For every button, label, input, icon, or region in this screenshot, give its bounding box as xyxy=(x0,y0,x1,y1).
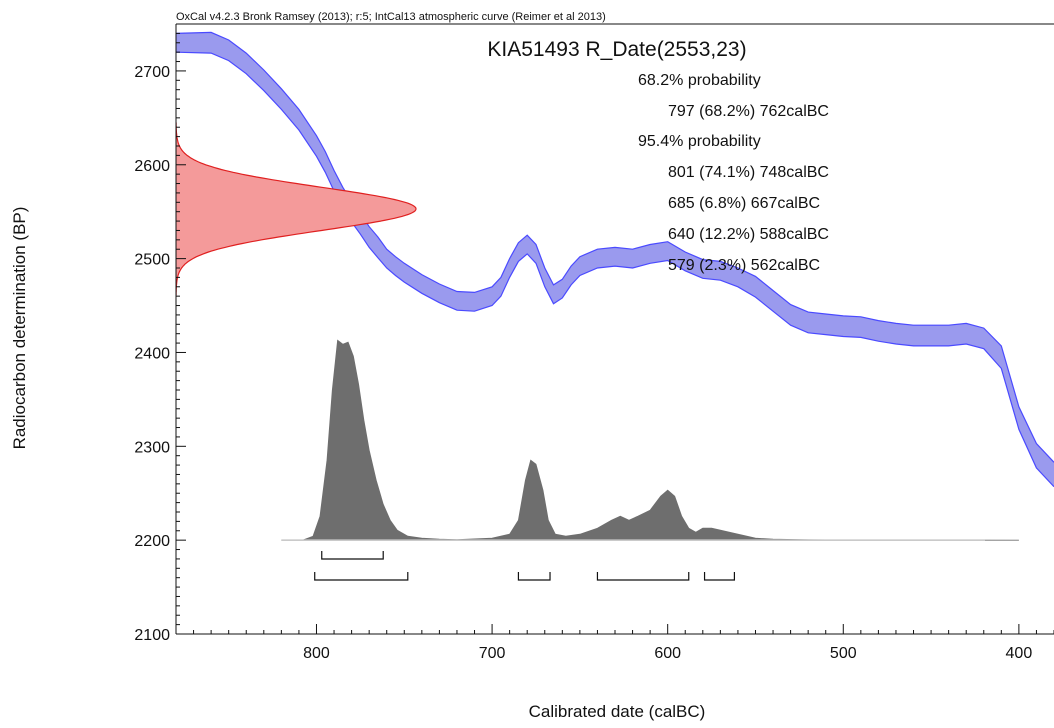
y-tick-label: 2700 xyxy=(134,64,170,81)
range-95-heading: 95.4% probability xyxy=(638,133,761,150)
range-95-item: 579 (2.3%) 562calBC xyxy=(668,257,820,274)
y-tick-label: 2300 xyxy=(134,439,170,456)
x-tick-label: 800 xyxy=(303,645,330,662)
range-brackets xyxy=(314,551,736,581)
radiocarbon-distribution-outline xyxy=(176,122,417,296)
x-axis-label: Calibrated date (calBC) xyxy=(529,702,706,721)
range-95-item: 685 (6.8%) 667calBC xyxy=(668,195,820,212)
calibration-curve-lower xyxy=(176,51,1054,488)
range-95-bracket xyxy=(703,572,736,581)
range-95-item: 801 (74.1%) 748calBC xyxy=(668,164,829,181)
calibration-curve-upper xyxy=(176,31,1054,463)
axes: 2100 2200 2300 2400 2500 2600 2700 800 700 600 500… xyxy=(134,23,1054,662)
y-tick-label: 2200 xyxy=(134,533,170,550)
range-95-bracket xyxy=(517,572,551,581)
y-tick-label: 2500 xyxy=(134,252,170,269)
calibration-curve-layer xyxy=(176,31,1054,488)
x-tick-label: 500 xyxy=(830,645,857,662)
x-tick-label: 600 xyxy=(654,645,681,662)
calibrated-distribution-area xyxy=(281,339,1019,541)
radiocarbon-distribution-fill xyxy=(176,122,416,296)
y-tick-label: 2400 xyxy=(134,345,170,362)
range-68-heading: 68.2% probability xyxy=(638,72,761,89)
range-95-bracket xyxy=(596,572,690,581)
y-tick-label: 2600 xyxy=(134,158,170,175)
x-tick-label: 400 xyxy=(1006,645,1033,662)
chart-credit: OxCal v4.2.3 Bronk Ramsey (2013); r:5; I… xyxy=(176,11,606,23)
range-95-item: 640 (12.2%) 588calBC xyxy=(668,226,829,243)
y-axis-label: Radiocarbon determination (BP) xyxy=(10,207,29,450)
x-tick-label: 700 xyxy=(479,645,506,662)
range-68-item: 797 (68.2%) 762calBC xyxy=(668,103,829,120)
calibration-curve-band xyxy=(176,32,1054,487)
range-68-bracket xyxy=(321,551,384,560)
radiocarbon-distribution-layer xyxy=(176,122,417,296)
calibrated-distribution-layer xyxy=(281,339,1019,541)
y-tick-label: 2100 xyxy=(134,627,170,644)
range-95-bracket xyxy=(314,572,409,581)
chart-title: KIA51493 R_Date(2553,23) xyxy=(487,38,746,61)
